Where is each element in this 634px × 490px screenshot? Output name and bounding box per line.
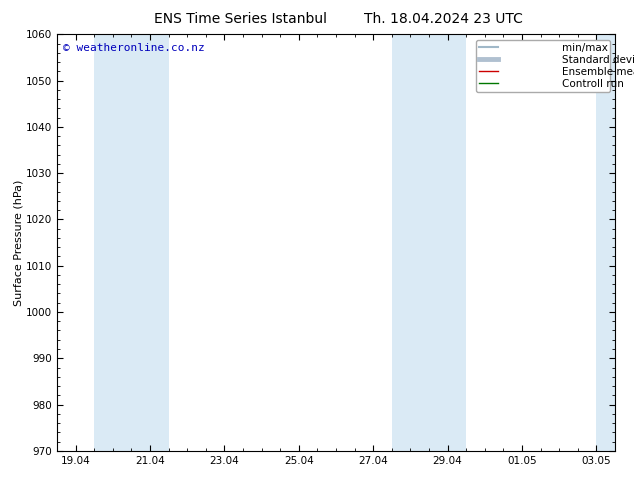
- Bar: [429, 34, 466, 451]
- Text: ENS Time Series Istanbul: ENS Time Series Istanbul: [155, 12, 327, 26]
- Bar: [392, 34, 429, 451]
- Y-axis label: Surface Pressure (hPa): Surface Pressure (hPa): [13, 179, 23, 306]
- Bar: [94, 34, 131, 451]
- Bar: [131, 34, 169, 451]
- Text: © weatheronline.co.nz: © weatheronline.co.nz: [63, 43, 204, 52]
- Legend: min/max, Standard deviation, Ensemble mean run, Controll run: min/max, Standard deviation, Ensemble me…: [476, 40, 610, 92]
- Text: Th. 18.04.2024 23 UTC: Th. 18.04.2024 23 UTC: [365, 12, 523, 26]
- Bar: [597, 34, 615, 451]
